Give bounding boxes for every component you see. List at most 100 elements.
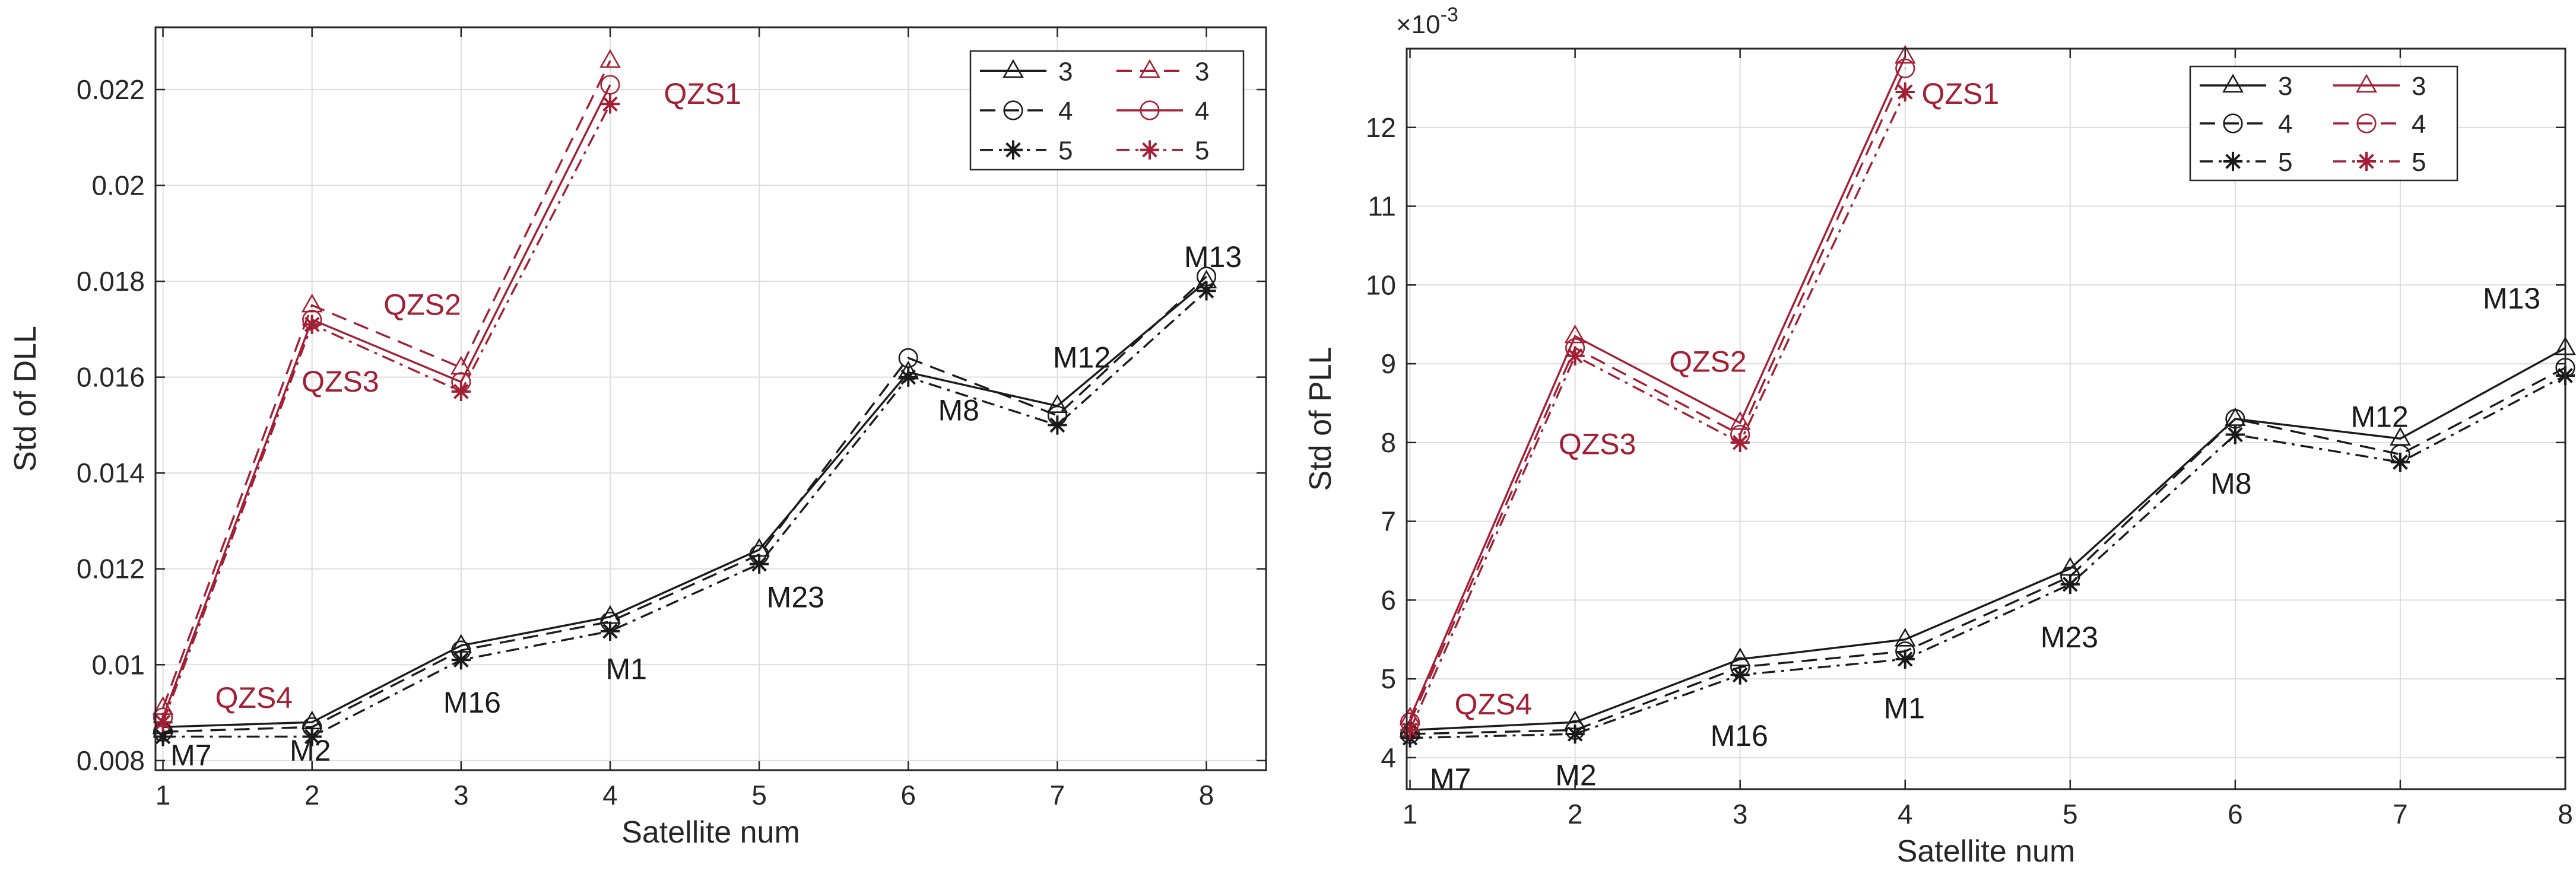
legend-entry: 5: [1116, 136, 1209, 166]
annotation-label: M23: [767, 580, 824, 614]
legend-marker: [2356, 74, 2377, 93]
data-point: [600, 621, 620, 641]
annotation-label: QZS2: [1669, 345, 1747, 378]
x-axis-label: Satellite num: [1897, 834, 2076, 869]
legend-label: 3: [2278, 72, 2292, 101]
data-point: [1895, 649, 1915, 669]
annotation-label: M8: [2210, 467, 2251, 500]
series-4: [152, 49, 621, 715]
y-axis-exponent: ×10-3: [1396, 4, 1458, 39]
data-point: [302, 727, 322, 746]
axes-box: [1406, 47, 2567, 790]
data-point: [1564, 324, 1586, 344]
series-line: [1410, 347, 2566, 732]
annotation-label: M8: [938, 393, 979, 427]
series-3: [153, 281, 1216, 746]
legend-marker: [1003, 59, 1024, 78]
data-point: [899, 367, 918, 387]
data-point: [302, 314, 322, 334]
legend-label: 4: [1195, 97, 1209, 126]
y-tick-label: 11: [1368, 191, 1396, 222]
axes-box: [154, 26, 1267, 771]
annotation-label: M2: [290, 734, 331, 767]
series-1: [1399, 336, 2576, 738]
legend-entry: 5: [2333, 148, 2426, 177]
data-point: [1730, 665, 1750, 685]
legend: 3 3 4 4 5 5: [969, 50, 1245, 171]
data-point: [1730, 433, 1750, 452]
data-point: [153, 713, 173, 732]
legend-entry: 3: [2200, 72, 2292, 101]
legend-marker: [1139, 59, 1160, 78]
legend-entry: 3: [2333, 72, 2426, 101]
y-tick-label: 4: [1381, 742, 1396, 773]
x-tick-label: 3: [453, 780, 469, 811]
y-tick-label: 0.01: [91, 649, 145, 680]
legend-entry: 4: [980, 97, 1073, 126]
data-point: [600, 94, 620, 114]
series-line: [1410, 367, 2566, 735]
y-tick-label: 8: [1381, 427, 1396, 458]
series-line: [163, 280, 1207, 729]
data-point: [1565, 346, 1585, 366]
legend-entry: 4: [1116, 97, 1209, 126]
series-line: [1409, 56, 1906, 719]
data-point: [600, 75, 620, 95]
annotation-label: M7: [170, 739, 211, 772]
annotation-label: M23: [2041, 621, 2098, 654]
data-point: [2060, 574, 2080, 594]
series-line: [1410, 374, 2566, 739]
data-point: [1894, 45, 1916, 64]
series-line: [163, 275, 1207, 733]
series-line: [161, 84, 611, 718]
legend-marker: [1003, 140, 1023, 160]
data-point: [2390, 452, 2410, 472]
annotation-label: QZS3: [302, 365, 379, 398]
y-axis-label: Std of PLL: [1303, 347, 1338, 491]
annotation-label: M13: [2483, 282, 2540, 315]
data-point: [1400, 720, 1420, 740]
x-tick-label: 5: [2063, 799, 2078, 829]
annotation-label: QZS1: [1922, 77, 2000, 110]
annotation-label: M12: [1053, 341, 1111, 374]
legend-entry: 4: [2200, 110, 2292, 139]
y-tick-label: 9: [1381, 348, 1396, 379]
y-tick-label: 7: [1381, 506, 1396, 537]
legend-label: 5: [1195, 136, 1209, 166]
data-point: [451, 382, 471, 402]
legend-label: 3: [1058, 57, 1073, 86]
legend-label: 5: [2278, 148, 2292, 177]
legend-entry: 3: [1116, 57, 1209, 86]
legend-marker: [2356, 113, 2377, 134]
x-tick-label: 4: [1898, 799, 1913, 829]
annotation-label: M16: [1711, 719, 1768, 752]
y-tick-label: 0.022: [77, 74, 145, 105]
legend-entry: 4: [2333, 110, 2426, 139]
legend-marker: [2223, 113, 2243, 134]
y-axis-label: Std of DLL: [8, 326, 43, 472]
legend-label: 5: [1058, 136, 1073, 166]
y-tick-label: 0.014: [77, 457, 145, 488]
series-line: [161, 103, 611, 723]
data-point: [1894, 628, 1916, 647]
annotation-label: M1: [1884, 692, 1925, 725]
annotation-label: QZS4: [215, 681, 293, 714]
legend: 3 3 4 4 5 5: [2189, 65, 2458, 182]
annotation-label: M1: [605, 653, 646, 686]
y-tick-label: 0.008: [77, 745, 145, 776]
y-tick-label: 0.012: [77, 554, 145, 584]
data-point: [451, 650, 471, 670]
legend-marker: [1003, 100, 1023, 120]
series-line: [1409, 91, 1906, 731]
data-point: [1048, 415, 1067, 435]
chart-panel-1: 1 2 3 4 5 6 7 8 0.008 0.01 0.012 0.014 0.016 0.018 0.0…: [8, 26, 1267, 850]
data-point: [450, 355, 472, 375]
annotation-label: QZS1: [664, 77, 741, 110]
series-5: [1400, 58, 1915, 732]
annotation-label: M7: [1430, 762, 1471, 796]
data-point: [1895, 58, 1915, 78]
series-6: [153, 94, 620, 732]
data-point: [1046, 394, 1068, 413]
